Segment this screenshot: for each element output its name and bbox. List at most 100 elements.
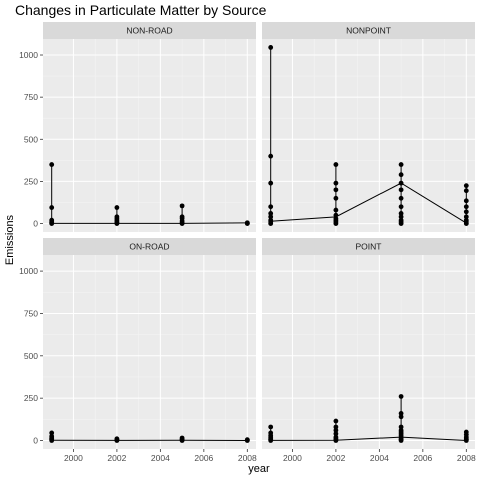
data-point xyxy=(333,434,339,440)
x-tick-label: 2002 xyxy=(326,453,345,463)
data-point xyxy=(333,195,339,201)
data-point xyxy=(463,429,469,435)
data-point xyxy=(398,427,404,433)
y-tick-label: 1000 xyxy=(19,50,38,60)
data-point xyxy=(244,437,250,443)
data-point xyxy=(114,214,120,220)
data-point xyxy=(333,187,339,193)
data-point xyxy=(463,214,469,220)
data-point xyxy=(398,162,404,167)
panel-strip-label: NON-ROAD xyxy=(126,26,172,36)
panel: NON-ROAD 0 250 500 750 1000 xyxy=(19,22,256,232)
data-point xyxy=(244,220,250,226)
y-tick-label: 750 xyxy=(24,308,38,318)
data-point xyxy=(114,205,120,210)
data-point xyxy=(463,209,469,215)
data-point xyxy=(398,180,404,186)
data-point xyxy=(268,180,274,186)
panel-strip-label: NONPOINT xyxy=(346,26,391,36)
x-tick-label: 2004 xyxy=(370,453,389,463)
data-point xyxy=(398,414,404,420)
x-tick-label: 2008 xyxy=(238,453,257,463)
data-point xyxy=(268,45,274,50)
data-point xyxy=(268,424,274,430)
data-point xyxy=(333,418,339,424)
panel-background xyxy=(262,255,475,449)
data-point xyxy=(463,183,469,189)
trend-line xyxy=(270,182,467,224)
y-tick-label: 250 xyxy=(24,176,38,186)
data-point xyxy=(398,411,404,416)
x-tick-label: 2000 xyxy=(64,453,83,463)
data-point xyxy=(268,430,274,436)
data-point xyxy=(114,436,120,442)
y-tick-label: 500 xyxy=(24,351,38,361)
data-point xyxy=(333,424,339,430)
data-point xyxy=(333,427,339,433)
data-point xyxy=(49,433,55,439)
trend-line xyxy=(51,222,248,224)
data-point xyxy=(333,212,339,218)
x-tick-label: 2006 xyxy=(413,453,432,463)
data-point xyxy=(463,204,469,210)
y-tick-label: 750 xyxy=(24,92,38,102)
data-point xyxy=(398,187,404,193)
panel-strip xyxy=(262,238,475,255)
data-point xyxy=(398,424,404,430)
panel-strip-label: POINT xyxy=(356,242,382,252)
data-point xyxy=(333,180,339,186)
panel-background xyxy=(262,39,475,232)
x-tick-label: 2000 xyxy=(283,453,302,463)
panel-strip xyxy=(43,238,256,255)
y-tick-label: 500 xyxy=(24,134,38,144)
data-point xyxy=(398,214,404,220)
data-point xyxy=(398,217,404,223)
chart-title: Changes in Particulate Matter by Source xyxy=(15,2,267,18)
data-point xyxy=(333,207,339,213)
x-axis-title: year xyxy=(248,463,270,475)
y-tick-label: 250 xyxy=(24,393,38,403)
data-point xyxy=(49,430,55,436)
panel: POINT 2000 2002 2004 2006 2008 xyxy=(262,238,476,463)
data-point xyxy=(398,195,404,201)
x-tick-label: 2004 xyxy=(151,453,170,463)
panel-strip-label: ON-ROAD xyxy=(129,242,169,252)
data-point xyxy=(333,431,339,437)
y-tick-label: 1000 xyxy=(19,266,38,276)
data-point xyxy=(268,214,274,220)
data-point xyxy=(398,211,404,216)
x-tick-label: 2008 xyxy=(457,453,476,463)
data-point xyxy=(398,204,404,210)
panels-layer: NON-ROAD 0 250 500 750 1000 NONPOINT ON-ROAD 0 25… xyxy=(19,22,476,463)
y-axis-title: Emissions xyxy=(4,214,16,265)
panel-strip xyxy=(262,22,475,39)
panel-background xyxy=(43,39,256,232)
data-point xyxy=(398,394,404,399)
data-point xyxy=(463,217,469,223)
panel-background xyxy=(43,255,256,449)
data-point xyxy=(268,217,274,223)
data-point xyxy=(333,216,339,221)
data-point xyxy=(333,162,339,167)
data-point xyxy=(463,188,469,194)
x-tick-label: 2006 xyxy=(194,453,213,463)
data-point xyxy=(268,204,274,210)
panel-strip xyxy=(43,22,256,39)
data-point xyxy=(268,211,274,216)
data-point xyxy=(398,172,404,178)
data-point xyxy=(49,162,55,167)
data-point xyxy=(179,203,185,209)
panel: ON-ROAD 0 250 500 750 1000 2000 2002 2004 2006 200… xyxy=(19,238,257,463)
y-tick-label: 0 xyxy=(33,436,38,446)
panel: NONPOINT xyxy=(262,22,475,232)
data-point xyxy=(463,198,469,204)
trend-line xyxy=(270,436,467,442)
data-point xyxy=(179,214,185,220)
y-tick-label: 0 xyxy=(33,219,38,229)
data-point xyxy=(268,153,274,159)
x-tick-label: 2002 xyxy=(107,453,126,463)
data-point xyxy=(179,435,185,441)
data-point xyxy=(49,205,55,210)
data-point xyxy=(49,217,55,223)
